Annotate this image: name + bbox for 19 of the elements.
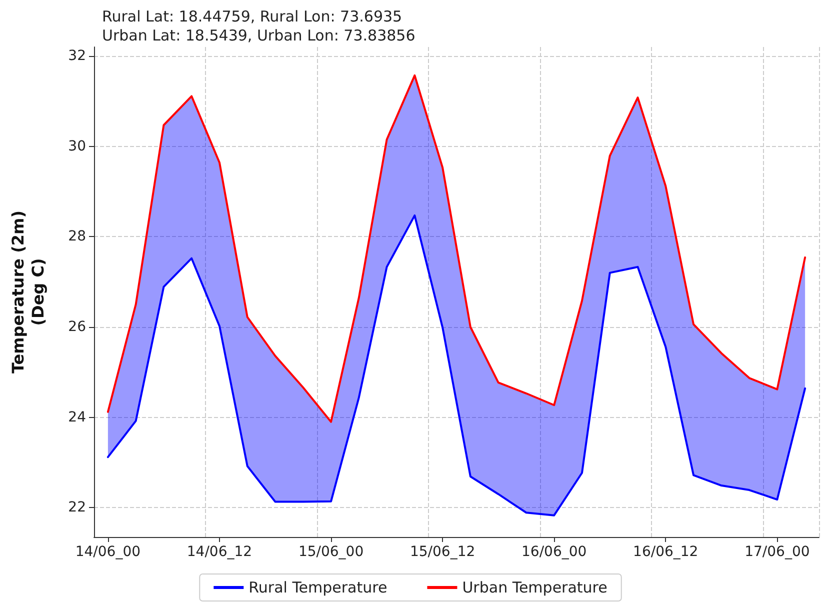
legend-label: Urban Temperature (462, 578, 608, 596)
x-tick-label: 14/06_12 (186, 544, 252, 560)
x-tick-label: 16/06_12 (633, 544, 698, 560)
y-tick-label: 28 (68, 228, 86, 245)
line-series (106, 74, 806, 423)
line-series (106, 214, 806, 516)
x-tick-label: 16/06_00 (522, 544, 587, 560)
chart-title: Rural Lat: 18.44759, Rural Lon: 73.6935 Urban Lat: 18.5439, Urban Lon: 73.83856 (102, 8, 416, 44)
y-tick-label: 26 (68, 319, 86, 335)
x-tick-label: 17/06_00 (744, 544, 810, 560)
x-tick-label: 14/06_00 (75, 544, 141, 560)
y-tick-label: 24 (68, 409, 86, 426)
y-tick-label: 32 (68, 48, 86, 64)
legend-label: Rural Temperature (248, 578, 388, 596)
y-axis-title: Temperature (2m) (Deg C) (8, 210, 48, 374)
y-tick-label: 22 (68, 500, 86, 516)
y-tick-label: 30 (68, 138, 86, 154)
x-tick-label: 15/06_00 (298, 544, 364, 560)
x-tick-label: 15/06_12 (410, 544, 476, 560)
